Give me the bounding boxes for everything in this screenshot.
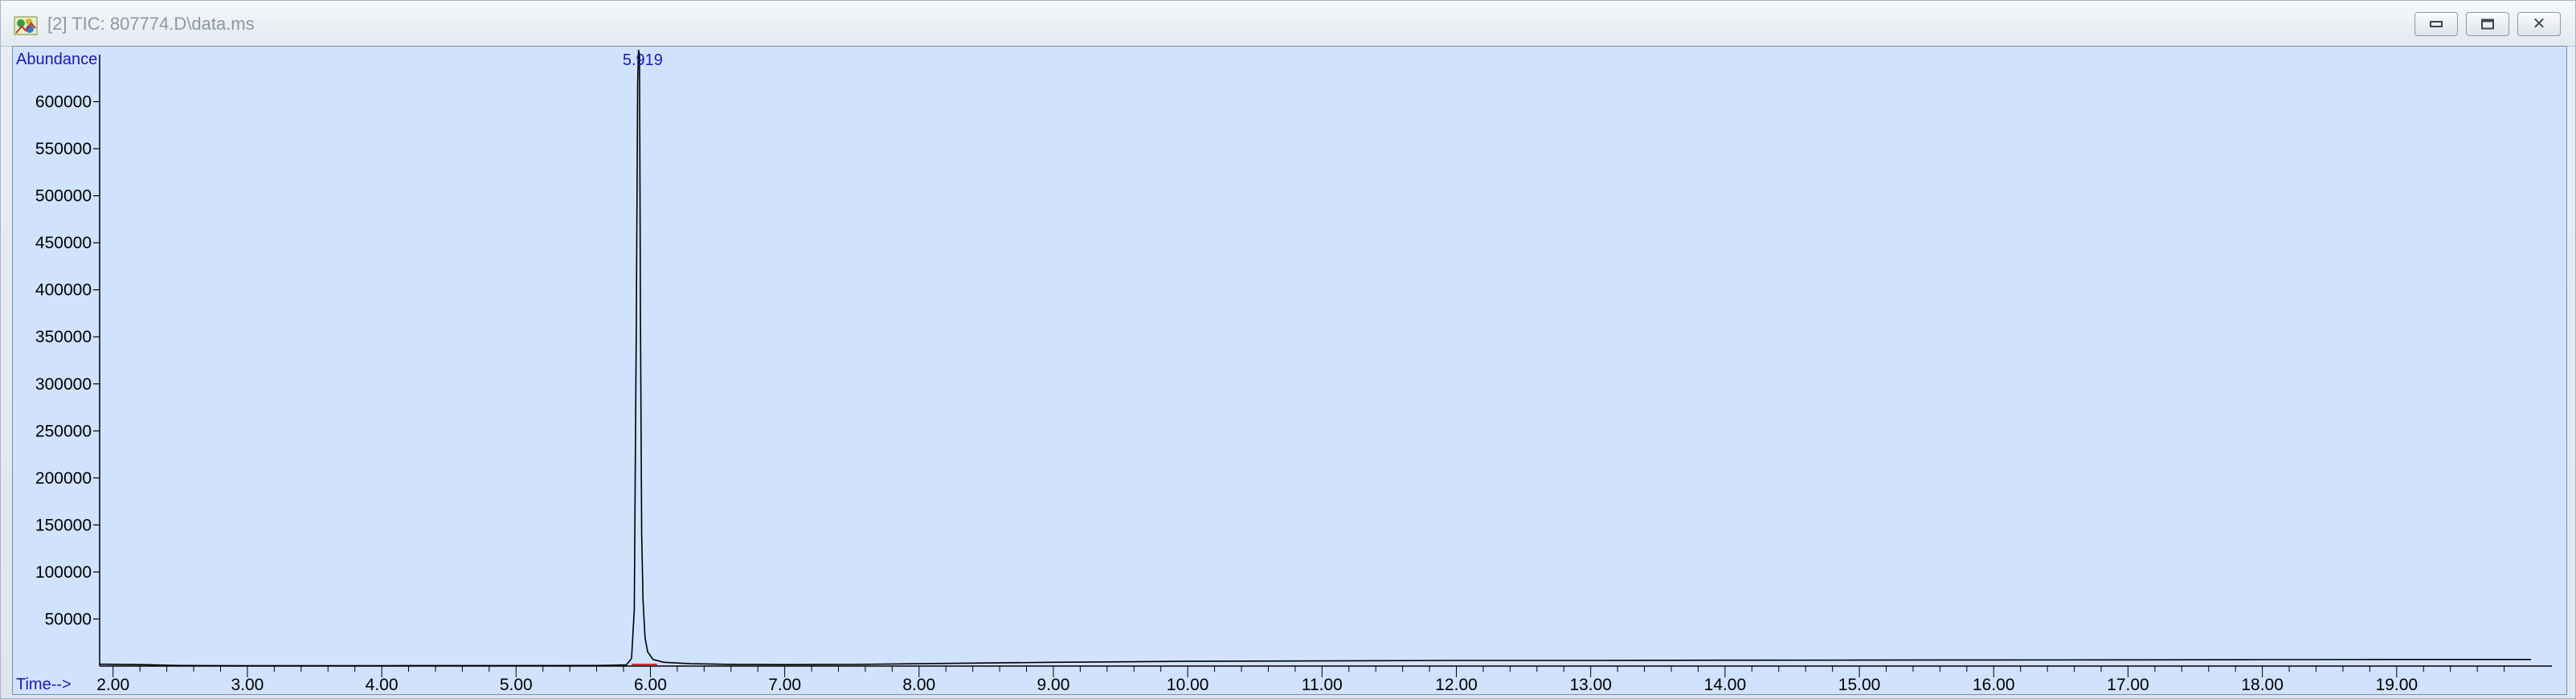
x-tick-label: 13.00 bbox=[1569, 676, 1612, 694]
y-tick-label: 150000 bbox=[35, 516, 92, 534]
y-tick-label: 400000 bbox=[35, 281, 92, 300]
y-tick-label: 200000 bbox=[35, 469, 92, 488]
y-tick-label: 350000 bbox=[35, 328, 92, 346]
y-tick-label: 50000 bbox=[45, 610, 92, 628]
window-title: [2] TIC: 807774.D\data.ms bbox=[47, 14, 255, 34]
y-tick-label: 100000 bbox=[35, 563, 92, 582]
x-tick-label: 2.00 bbox=[96, 676, 129, 694]
chromatogram-app-icon bbox=[14, 16, 38, 35]
title-bar[interactable]: [2] TIC: 807774.D\data.ms ✕ bbox=[1, 1, 2575, 47]
y-tick-label: 450000 bbox=[35, 234, 92, 252]
x-tick-label: 4.00 bbox=[366, 676, 399, 694]
axes bbox=[99, 55, 2552, 667]
x-tick-label: 10.00 bbox=[1167, 676, 1209, 694]
y-ticks: 50000 100000 150000 200000 250000 300000 35000… bbox=[35, 93, 100, 628]
x-tick-label: 12.00 bbox=[1435, 676, 1478, 694]
tic-trace bbox=[99, 49, 2531, 667]
x-tick-label: 18.00 bbox=[2241, 676, 2284, 694]
close-icon: ✕ bbox=[2532, 15, 2546, 33]
plot-area[interactable]: Abundance Time--> 50000 100000 150000 20000… bbox=[12, 46, 2567, 695]
x-tick-label: 5.00 bbox=[500, 676, 533, 694]
y-axis-label: Abundance bbox=[16, 51, 97, 68]
y-tick-label: 300000 bbox=[35, 375, 92, 394]
x-tick-label: 8.00 bbox=[902, 676, 935, 694]
y-tick-label: 250000 bbox=[35, 422, 92, 440]
minimize-icon bbox=[2430, 21, 2443, 27]
restore-icon bbox=[2481, 18, 2494, 30]
x-tick-label: 16.00 bbox=[1973, 676, 2015, 694]
y-tick-label: 550000 bbox=[35, 140, 92, 158]
x-tick-label: 3.00 bbox=[231, 676, 264, 694]
x-tick-label: 7.00 bbox=[768, 676, 801, 694]
x-tick-label: 14.00 bbox=[1704, 676, 1747, 694]
minimize-button[interactable] bbox=[2414, 12, 2458, 36]
x-axis-label: Time--> bbox=[16, 676, 72, 693]
x-tick-label: 9.00 bbox=[1037, 676, 1070, 694]
x-tick-label: 17.00 bbox=[2107, 676, 2149, 694]
peak-label: 5.919 bbox=[623, 51, 663, 69]
x-tick-label: 11.00 bbox=[1302, 676, 1343, 694]
tic-chromatogram[interactable]: Abundance Time--> 50000 100000 150000 20000… bbox=[13, 47, 2566, 694]
y-tick-label: 600000 bbox=[35, 93, 92, 112]
x-tick-label: 15.00 bbox=[1838, 676, 1881, 694]
close-button[interactable]: ✕ bbox=[2517, 12, 2561, 36]
x-ticks: 2.00 3.00 4.00 5.00 6.00 7.00 8.00 9.00 10.00 11.… bbox=[96, 666, 2505, 694]
y-tick-label: 500000 bbox=[35, 187, 92, 206]
x-tick-label: 6.00 bbox=[634, 676, 667, 694]
x-tick-label: 19.00 bbox=[2376, 676, 2419, 694]
restore-button[interactable] bbox=[2466, 12, 2509, 36]
